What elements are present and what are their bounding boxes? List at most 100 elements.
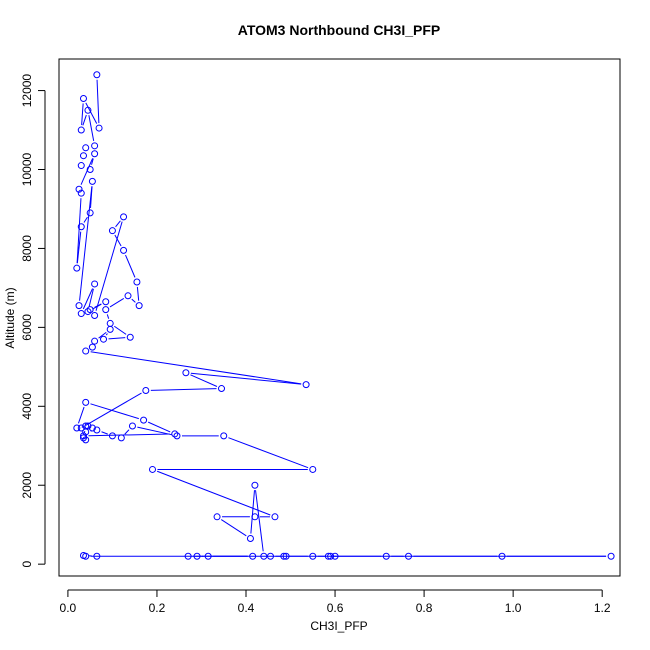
series-line-segment <box>156 470 271 516</box>
data-point <box>135 302 143 310</box>
data-point <box>75 302 83 310</box>
data-point <box>86 306 94 314</box>
data-point <box>82 428 90 436</box>
data-point <box>84 106 92 114</box>
series-line-segment <box>108 337 126 340</box>
series-line-segment <box>90 351 302 385</box>
data-point <box>79 94 87 102</box>
data-point <box>108 227 116 235</box>
series-line-segment <box>91 158 94 165</box>
data-point <box>246 535 254 543</box>
x-tick-label: 1.0 <box>505 601 522 615</box>
series-line-segment <box>114 325 127 335</box>
series-line-segment <box>228 437 309 469</box>
x-tick-label: 0.0 <box>60 601 77 615</box>
data-point <box>88 343 96 351</box>
series-line-segment <box>101 431 108 435</box>
x-tick-label: 0.6 <box>327 601 344 615</box>
data-point <box>302 381 310 389</box>
series-line-segment <box>131 298 136 303</box>
y-tick-label: 2000 <box>20 472 34 499</box>
y-axis-label: Altitude (m) <box>3 287 17 348</box>
data-point <box>324 552 332 560</box>
data-point <box>86 209 94 217</box>
data-point <box>88 424 96 432</box>
series-line-segment <box>81 103 84 126</box>
y-tick-label: 12000 <box>20 74 34 108</box>
series-line-segment <box>88 288 94 307</box>
series-line-segment <box>190 374 218 387</box>
x-tick-label: 0.2 <box>149 601 166 615</box>
data-point <box>77 424 85 432</box>
y-tick-label: 10000 <box>20 152 34 186</box>
data-point <box>73 424 81 432</box>
data-point <box>108 432 116 440</box>
data-point <box>218 385 226 393</box>
data-point <box>271 513 279 521</box>
data-point <box>280 552 288 560</box>
series-line-segment <box>77 406 85 424</box>
series-line-segment <box>115 220 121 228</box>
data-point <box>117 434 125 442</box>
chart-title: ATOM3 Northbound CH3I_PFP <box>238 22 440 38</box>
data-point <box>93 71 101 79</box>
y-tick-label: 6000 <box>20 314 34 341</box>
data-point <box>77 162 85 170</box>
series-line-segment <box>88 433 170 437</box>
data-point <box>260 552 268 560</box>
series-line-segment <box>90 403 139 420</box>
series-line-segment <box>147 421 171 433</box>
data-point <box>106 325 114 333</box>
x-tick-label: 0.4 <box>238 601 255 615</box>
series-line-segment <box>255 490 264 552</box>
data-point <box>251 513 259 521</box>
series-line-segment <box>96 79 100 124</box>
series-line-segment <box>95 221 123 311</box>
x-axis: 0.0 0.2 0.4 0.6 0.8 1.0 1.2 <box>60 589 611 615</box>
data-point <box>91 150 99 158</box>
y-tick-label: 0 <box>20 561 34 568</box>
data-point <box>282 552 290 560</box>
data-point <box>79 551 87 559</box>
data-point <box>120 246 128 254</box>
data-point <box>79 152 87 160</box>
data-point <box>213 513 221 521</box>
data-point <box>331 552 339 560</box>
data-point <box>79 432 87 440</box>
data-point <box>77 189 85 197</box>
data-point <box>75 185 83 193</box>
data-point <box>182 369 190 377</box>
series-line-segment <box>98 331 107 339</box>
data-point <box>79 434 87 442</box>
series-line-segment <box>109 298 125 308</box>
x-tick-label: 0.8 <box>416 601 433 615</box>
data-point <box>309 465 317 473</box>
data-point <box>220 432 228 440</box>
data-point <box>77 223 85 231</box>
data-point <box>88 177 96 185</box>
data-point <box>82 347 90 355</box>
data-point <box>251 481 259 489</box>
data-point <box>102 306 110 314</box>
series-line-segment <box>76 198 82 264</box>
data-point <box>82 436 90 444</box>
series-lines <box>76 79 607 557</box>
data-point <box>124 292 132 300</box>
data-point <box>266 552 274 560</box>
series-line-segment <box>105 333 108 336</box>
data-point <box>93 552 101 560</box>
data-point <box>128 422 136 430</box>
data-point <box>149 465 156 473</box>
x-tick-label: 1.2 <box>594 601 611 615</box>
data-point <box>173 432 181 440</box>
series-line-segment <box>88 115 95 142</box>
series-line-segment <box>250 490 255 534</box>
data-point <box>84 308 92 316</box>
data-point <box>405 552 413 560</box>
data-point <box>82 144 90 152</box>
series-line-segment <box>106 314 110 319</box>
series-line-segment <box>76 231 82 264</box>
series-line-segment <box>85 392 142 426</box>
data-point <box>91 142 99 150</box>
